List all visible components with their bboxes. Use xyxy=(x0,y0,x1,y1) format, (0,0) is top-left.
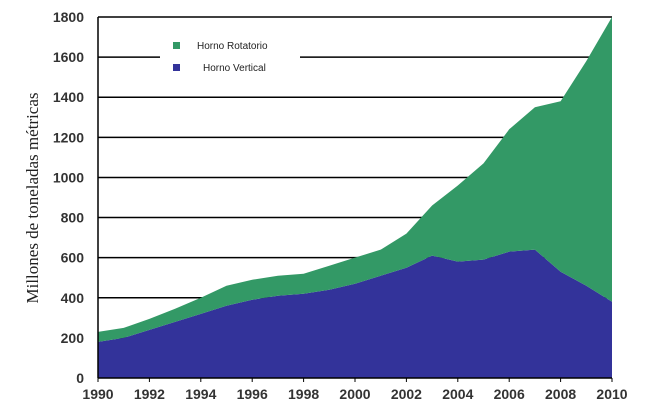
y-tick-label-1800: 1800 xyxy=(53,9,84,25)
y-tick-label-400: 400 xyxy=(61,290,85,306)
legend-label-horno-rotatorio: Horno Rotatorio xyxy=(197,41,268,52)
x-tick-label-1996: 1996 xyxy=(237,386,268,402)
x-tick-label-2000: 2000 xyxy=(339,386,370,402)
legend: Horno Rotatorio Horno Vertical xyxy=(160,34,300,84)
area-series xyxy=(98,17,612,378)
legend-label-horno-vertical: Horno Vertical xyxy=(203,63,266,74)
x-tick-label-2006: 2006 xyxy=(494,386,525,402)
x-tick-label-1990: 1990 xyxy=(82,386,113,402)
y-tick-label-1600: 1600 xyxy=(53,49,84,65)
y-tick-label-0: 0 xyxy=(76,370,84,386)
y-tick-label-800: 800 xyxy=(61,210,85,226)
legend-swatch-horno-rotatorio xyxy=(173,42,180,49)
area-horno-rotatorio xyxy=(98,17,612,342)
legend-swatch-horno-vertical xyxy=(173,64,180,71)
x-tick-label-1994: 1994 xyxy=(185,386,216,402)
y-tick-label-200: 200 xyxy=(61,330,85,346)
x-tick-label-2002: 2002 xyxy=(391,386,422,402)
y-tick-label-600: 600 xyxy=(61,250,85,266)
x-tick-label-2004: 2004 xyxy=(442,386,473,402)
area-horno-vertical xyxy=(98,249,612,378)
x-tick-label-1992: 1992 xyxy=(134,386,165,402)
x-tick-label-2010: 2010 xyxy=(596,386,627,402)
y-axis-label: Millones de toneladas métricas xyxy=(23,92,42,303)
y-tick-label-1200: 1200 xyxy=(53,129,84,145)
legend-box xyxy=(160,34,300,84)
x-tick-label-1998: 1998 xyxy=(288,386,319,402)
y-tick-label-1000: 1000 xyxy=(53,169,84,185)
axes: 0 200 400 600 800 1000 1200 1400 1600 1800 1990 199… xyxy=(53,9,628,402)
x-tick-label-2008: 2008 xyxy=(545,386,576,402)
y-tick-label-1400: 1400 xyxy=(53,89,84,105)
